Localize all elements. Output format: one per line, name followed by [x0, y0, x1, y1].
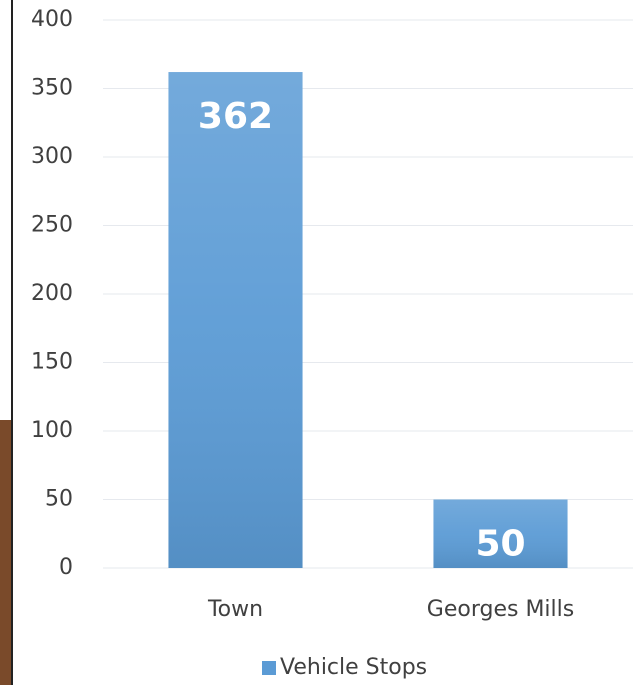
y-tick-label: 350 [31, 76, 73, 101]
legend-label: Vehicle Stops [280, 655, 427, 680]
y-tick-label: 100 [31, 418, 73, 443]
bar-shade [168, 72, 302, 568]
x-tick-label: Georges Mills [427, 597, 574, 622]
y-tick-label: 150 [31, 350, 73, 375]
chart: 0 50 100 150 200 250 300 350 400 Town 362 Georges M… [0, 0, 633, 685]
y-tick-label: 0 [59, 555, 73, 580]
y-tick-label: 400 [31, 7, 73, 32]
y-tick-label: 200 [31, 281, 73, 306]
y-tick-label: 250 [31, 213, 73, 238]
x-tick-label: Town [207, 597, 263, 622]
y-tick-label: 300 [31, 144, 73, 169]
value-label: 50 [475, 524, 525, 565]
y-tick-label: 50 [45, 487, 73, 512]
value-label: 362 [198, 96, 273, 137]
background-fragment [0, 420, 12, 685]
legend-swatch [262, 661, 276, 675]
